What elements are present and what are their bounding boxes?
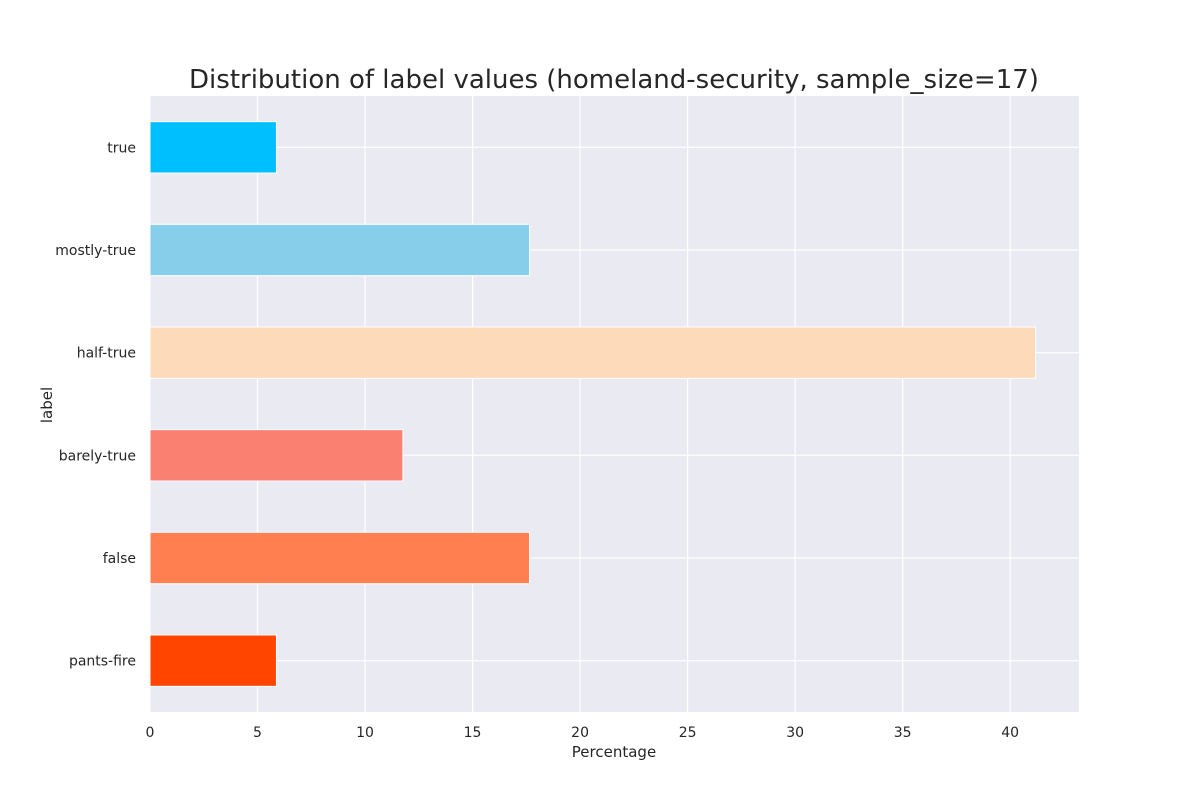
bar-barely-true bbox=[149, 429, 404, 482]
y-axis-label: label bbox=[38, 387, 56, 423]
chart-title: Distribution of label values (homeland-s… bbox=[189, 65, 1039, 95]
x-tick-label: 30 bbox=[786, 725, 804, 741]
x-tick-label: 15 bbox=[464, 725, 482, 741]
x-axis-label: Percentage bbox=[572, 743, 656, 761]
x-tick-label: 20 bbox=[571, 725, 589, 741]
x-tick-label: 40 bbox=[1001, 725, 1019, 741]
y-tick-labels: true mostly-true half-true barely-true false… bbox=[55, 140, 136, 669]
y-tick-label: pants-fire bbox=[69, 654, 136, 670]
bar-half-true bbox=[149, 326, 1037, 379]
bar-mostly-true bbox=[149, 223, 531, 277]
x-tick-labels: 0 5 10 15 20 25 30 35 40 bbox=[146, 725, 1020, 741]
x-tick-label: 5 bbox=[253, 725, 262, 741]
x-tick-label: 10 bbox=[356, 725, 374, 741]
x-tick-label: 25 bbox=[679, 725, 697, 741]
x-tick-label: 0 bbox=[146, 725, 155, 741]
y-tick-label: true bbox=[107, 140, 136, 156]
bar-true bbox=[149, 121, 277, 174]
y-tick-label: false bbox=[103, 551, 136, 567]
y-tick-label: barely-true bbox=[59, 448, 136, 464]
x-tick-label: 35 bbox=[894, 725, 912, 741]
y-tick-label: mostly-true bbox=[55, 243, 136, 259]
bar-false bbox=[149, 531, 531, 585]
bar-pants-fire bbox=[149, 634, 277, 687]
y-tick-label: half-true bbox=[77, 346, 136, 362]
plot-background bbox=[150, 96, 1079, 712]
bars bbox=[149, 121, 1037, 687]
